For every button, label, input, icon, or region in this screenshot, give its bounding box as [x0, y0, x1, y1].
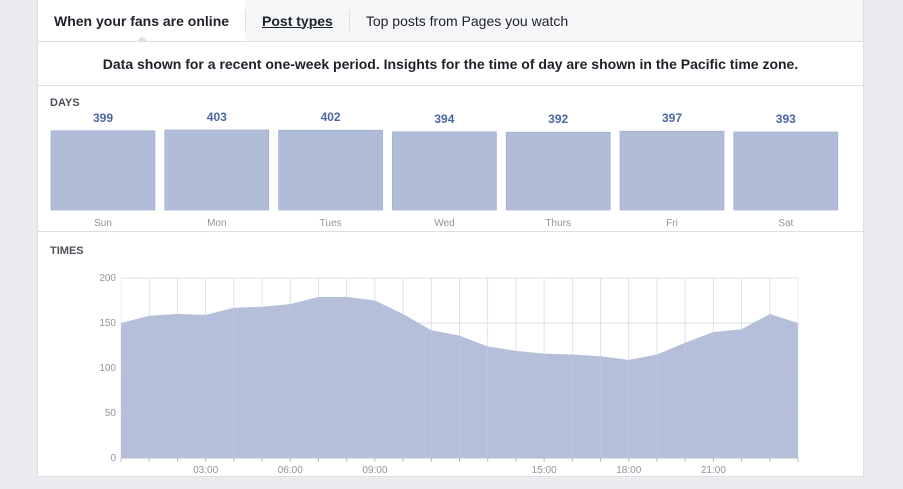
day-value-label: 402 [321, 110, 341, 124]
x-tick-label: 09:00 [362, 465, 387, 475]
day-tick-label: Sat [778, 218, 793, 229]
x-tick-label: 21:00 [701, 465, 726, 475]
y-tick-label: 100 [99, 363, 116, 374]
day-value-label: 403 [207, 110, 227, 124]
day-bar [164, 129, 270, 211]
y-tick-label: 200 [99, 273, 116, 284]
day-bar [619, 130, 725, 211]
x-tick-label: 03:00 [193, 465, 218, 475]
tab-label: Post types [262, 12, 333, 29]
day-value-label: 397 [662, 111, 682, 125]
day-value-label: 399 [93, 111, 113, 125]
days-section-label: DAYS [50, 97, 80, 109]
day-bar [505, 131, 611, 211]
tab-when-fans-online[interactable]: When your fans are online [38, 0, 246, 42]
day-tick-label: Sun [94, 218, 112, 229]
tab-divider [348, 10, 350, 31]
day-tick-label: Tues [320, 218, 342, 229]
x-tick-label: 18:00 [616, 465, 641, 475]
y-tick-label: 150 [99, 318, 116, 329]
day-tick-label: Thurs [545, 218, 571, 229]
day-tick-label: Wed [434, 218, 454, 229]
days-bar-chart: 399 Sun 403 Mon 402 Tues 394 Wed 392 Thurs 397 Fri 3… [50, 110, 839, 229]
x-tick-label: 15:00 [532, 465, 557, 475]
tab-label: When your fans are online [54, 12, 230, 29]
day-tick-label: Fri [666, 218, 678, 229]
insights-panel: When your fans are online Post types Top… [37, 0, 864, 477]
day-bar [733, 131, 839, 211]
tab-top-posts[interactable]: Top posts from Pages you watch [350, 0, 584, 41]
tab-bar: When your fans are online Post types Top… [38, 0, 863, 42]
day-tick-label: Mon [207, 218, 226, 229]
times-area-chart: 0 50 100 150 200 03:00 06:00 09:00 15:00 18:00 21:… [99, 273, 799, 475]
day-bar [278, 129, 383, 211]
times-section-label: TIMES [50, 245, 84, 257]
day-bar [392, 131, 497, 211]
timezone-notice: Data shown for a recent one-week period.… [38, 42, 863, 86]
y-tick-label: 50 [105, 408, 117, 419]
day-bar [50, 130, 156, 211]
tab-divider [245, 10, 247, 31]
day-value-label: 393 [776, 112, 796, 126]
y-tick-label: 0 [110, 453, 116, 464]
day-value-label: 394 [434, 112, 454, 126]
day-value-label: 392 [548, 112, 568, 126]
x-tick-label: 06:00 [278, 465, 303, 475]
tab-label: Top posts from Pages you watch [365, 12, 569, 29]
tab-post-types[interactable]: Post types [246, 0, 349, 41]
section-divider [38, 231, 863, 232]
